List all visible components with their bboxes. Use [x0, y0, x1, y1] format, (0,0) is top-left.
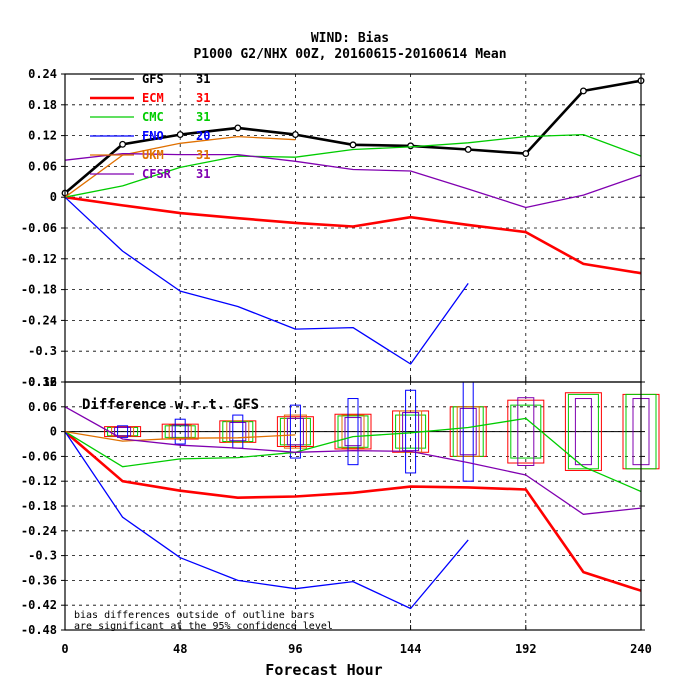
conf-bar-ukm	[456, 406, 480, 457]
legend-label-ukm: UKM	[142, 148, 164, 162]
x-tick-label: 144	[400, 642, 422, 656]
legend-label-gfs: GFS	[142, 72, 164, 86]
legend-label-cfsr: CFSR	[142, 167, 172, 181]
data-point-gfs	[522, 150, 530, 158]
y-tick-label: 0.24	[28, 67, 57, 81]
conf-bar-cfsr	[459, 407, 477, 456]
x-axis-label: Forecast Hour	[265, 661, 382, 679]
y-tick-label: -0.3	[28, 344, 57, 358]
legend-label-cmc: CMC	[142, 110, 164, 124]
data-point-gfs	[349, 141, 357, 149]
conf-bar-cmc	[337, 415, 369, 448]
significance-note-1: bias differences outside of outline bars	[74, 610, 315, 621]
conf-bar-cfsr	[114, 426, 132, 437]
data-point-gfs	[579, 87, 587, 95]
conf-bar-cfsr	[517, 397, 535, 466]
conf-bar-ecm	[507, 399, 545, 464]
conf-bar-cmc	[222, 421, 254, 443]
y-tick-label: -0.06	[21, 221, 57, 235]
y-tick-label: 0.06	[28, 400, 57, 414]
conf-bar-ukm	[283, 414, 307, 449]
conf-bar-cmc	[164, 425, 196, 438]
y-tick-label: 0.18	[28, 98, 57, 112]
y-tick-label: -0.3	[28, 549, 57, 563]
conf-bar-cfsr	[574, 398, 592, 466]
conf-bar-cmc	[567, 393, 599, 470]
data-point-gfs	[407, 142, 415, 150]
conf-bar-ukm	[226, 420, 250, 443]
y-tick-label: 0.12	[28, 375, 57, 389]
y-tick-label: 0	[50, 190, 57, 204]
legend-label-ecm: ECM	[142, 91, 164, 105]
conf-bar-fno	[174, 418, 186, 445]
y-tick-label: -0.36	[21, 573, 57, 587]
x-tick-label: 192	[515, 642, 537, 656]
series-line-cmc	[64, 133, 642, 198]
x-tick-label: 240	[630, 642, 652, 656]
conf-bar-ecm	[334, 413, 372, 450]
title-line-1: WIND: Bias	[311, 31, 389, 46]
series-line-fno	[64, 431, 469, 610]
conf-bar-ecm	[276, 416, 314, 447]
series-line-cmc	[64, 417, 642, 493]
panel-bias: 0.24 0.18 0.12 0.06 0 -0.06 -0.12 -0.18 -0.24 -0.…	[21, 67, 645, 389]
data-point-gfs	[119, 140, 127, 148]
conf-bar-fno	[405, 389, 417, 474]
legend-count-fno: 20	[196, 129, 210, 143]
y-tick-label: 0	[50, 425, 57, 439]
conf-bar-ecm	[104, 426, 142, 438]
y-tick-label: -0.12	[21, 474, 57, 488]
x-tick-label: 48	[173, 642, 187, 656]
series-line-ecm	[64, 195, 642, 275]
legend-count-cfsr: 31	[196, 167, 210, 181]
difference-panel-title: Difference w.r.t. GFS	[82, 397, 259, 413]
series-line-ukm	[64, 430, 296, 442]
data-point-gfs	[176, 131, 184, 139]
conf-bar-cfsr	[286, 417, 304, 446]
y-tick-label: -0.48	[21, 623, 57, 637]
x-tick-label: 0	[61, 642, 68, 656]
legend-count-cmc: 31	[196, 110, 210, 124]
series-line-fno	[64, 196, 469, 365]
y-tick-label: -0.42	[21, 598, 57, 612]
significance-note-2: are significant at the 95% confidence le…	[74, 621, 333, 632]
series-line-cfsr	[64, 406, 642, 515]
legend-label-fno: FNO	[142, 129, 164, 143]
conf-bar-cfsr	[344, 417, 362, 447]
conf-bar-ecm	[161, 423, 199, 440]
conf-bar-ukm	[341, 414, 365, 449]
x-tick-label: 96	[288, 642, 302, 656]
data-point-gfs	[234, 124, 242, 132]
conf-bar-cfsr	[229, 422, 247, 442]
y-tick-label: -0.18	[21, 499, 57, 513]
y-tick-label: -0.24	[21, 313, 57, 327]
data-point-gfs	[464, 146, 472, 153]
conf-bar-fno	[117, 425, 129, 438]
data-point-gfs	[291, 131, 299, 139]
conf-bar-ecm	[564, 392, 602, 471]
conf-bar-fno	[347, 398, 359, 466]
y-tick-label: -0.12	[21, 252, 57, 266]
title-line-2: P1000 G2/NHX 00Z, 20160615-20160614 Mean	[193, 47, 506, 62]
legend-count-gfs: 31	[196, 72, 210, 86]
series-line-ukm	[64, 135, 296, 198]
series-line-ecm	[64, 430, 642, 592]
panel-difference: 0.12 0.06 0 -0.06 -0.12 -0.18 -0.24 -0.3 -0.36 -0…	[21, 375, 660, 656]
y-tick-label: -0.06	[21, 449, 57, 463]
legend-count-ecm: 31	[196, 91, 210, 105]
y-tick-label: 0.06	[28, 159, 57, 173]
y-tick-label: 0.12	[28, 129, 57, 143]
y-tick-label: -0.36	[21, 375, 57, 389]
series-line-cfsr	[64, 152, 642, 209]
y-tick-label: -0.24	[21, 524, 57, 538]
y-tick-label: -0.18	[21, 283, 57, 297]
conf-bar-fno	[289, 404, 301, 459]
legend-count-ukm: 31	[196, 148, 210, 162]
